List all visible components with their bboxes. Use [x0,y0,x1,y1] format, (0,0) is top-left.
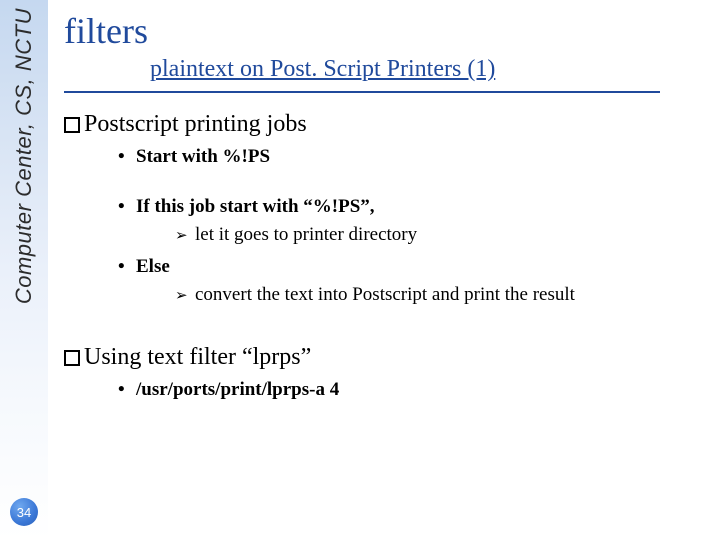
bullet-text: If this job start with “%!PS”, [136,196,375,217]
slide-subtitle: plaintext on Post. Script Printers (1) [150,56,700,83]
bullet-text: /usr/ports/print/lprps-a 4 [136,379,339,400]
bullet-l2: convert the text into Postscript and pri… [175,284,700,306]
bullet-l1: If this job start with “%!PS”, [118,196,700,218]
square-bullet-icon [64,117,80,133]
bullet-text: Else [136,256,170,277]
bullet-text: Start with %!PS [136,146,270,167]
section1-heading: Postscript printing jobs [64,111,700,138]
bullet-text: convert the text into Postscript and pri… [195,284,575,305]
sidebar-org-label: Computer Center, CS, NCTU [11,8,37,304]
sidebar: Computer Center, CS, NCTU [0,0,48,540]
slide-content: filters plaintext on Post. Script Printe… [60,10,700,419]
title-divider [64,91,660,93]
slide-title: filters [64,10,700,52]
bullet-l1: Else [118,256,700,278]
section2-heading: Using text filter “lprps” [64,344,700,371]
page-number-badge: 34 [10,498,38,526]
bullet-text: let it goes to printer directory [195,224,417,245]
square-bullet-icon [64,350,80,366]
bullet-l1: /usr/ports/print/lprps-a 4 [118,379,700,401]
section2-heading-text: Using text filter “lprps” [84,344,311,370]
section1-heading-text: Postscript printing jobs [84,111,307,137]
bullet-l1: Start with %!PS [118,146,700,168]
bullet-l2: let it goes to printer directory [175,224,700,246]
